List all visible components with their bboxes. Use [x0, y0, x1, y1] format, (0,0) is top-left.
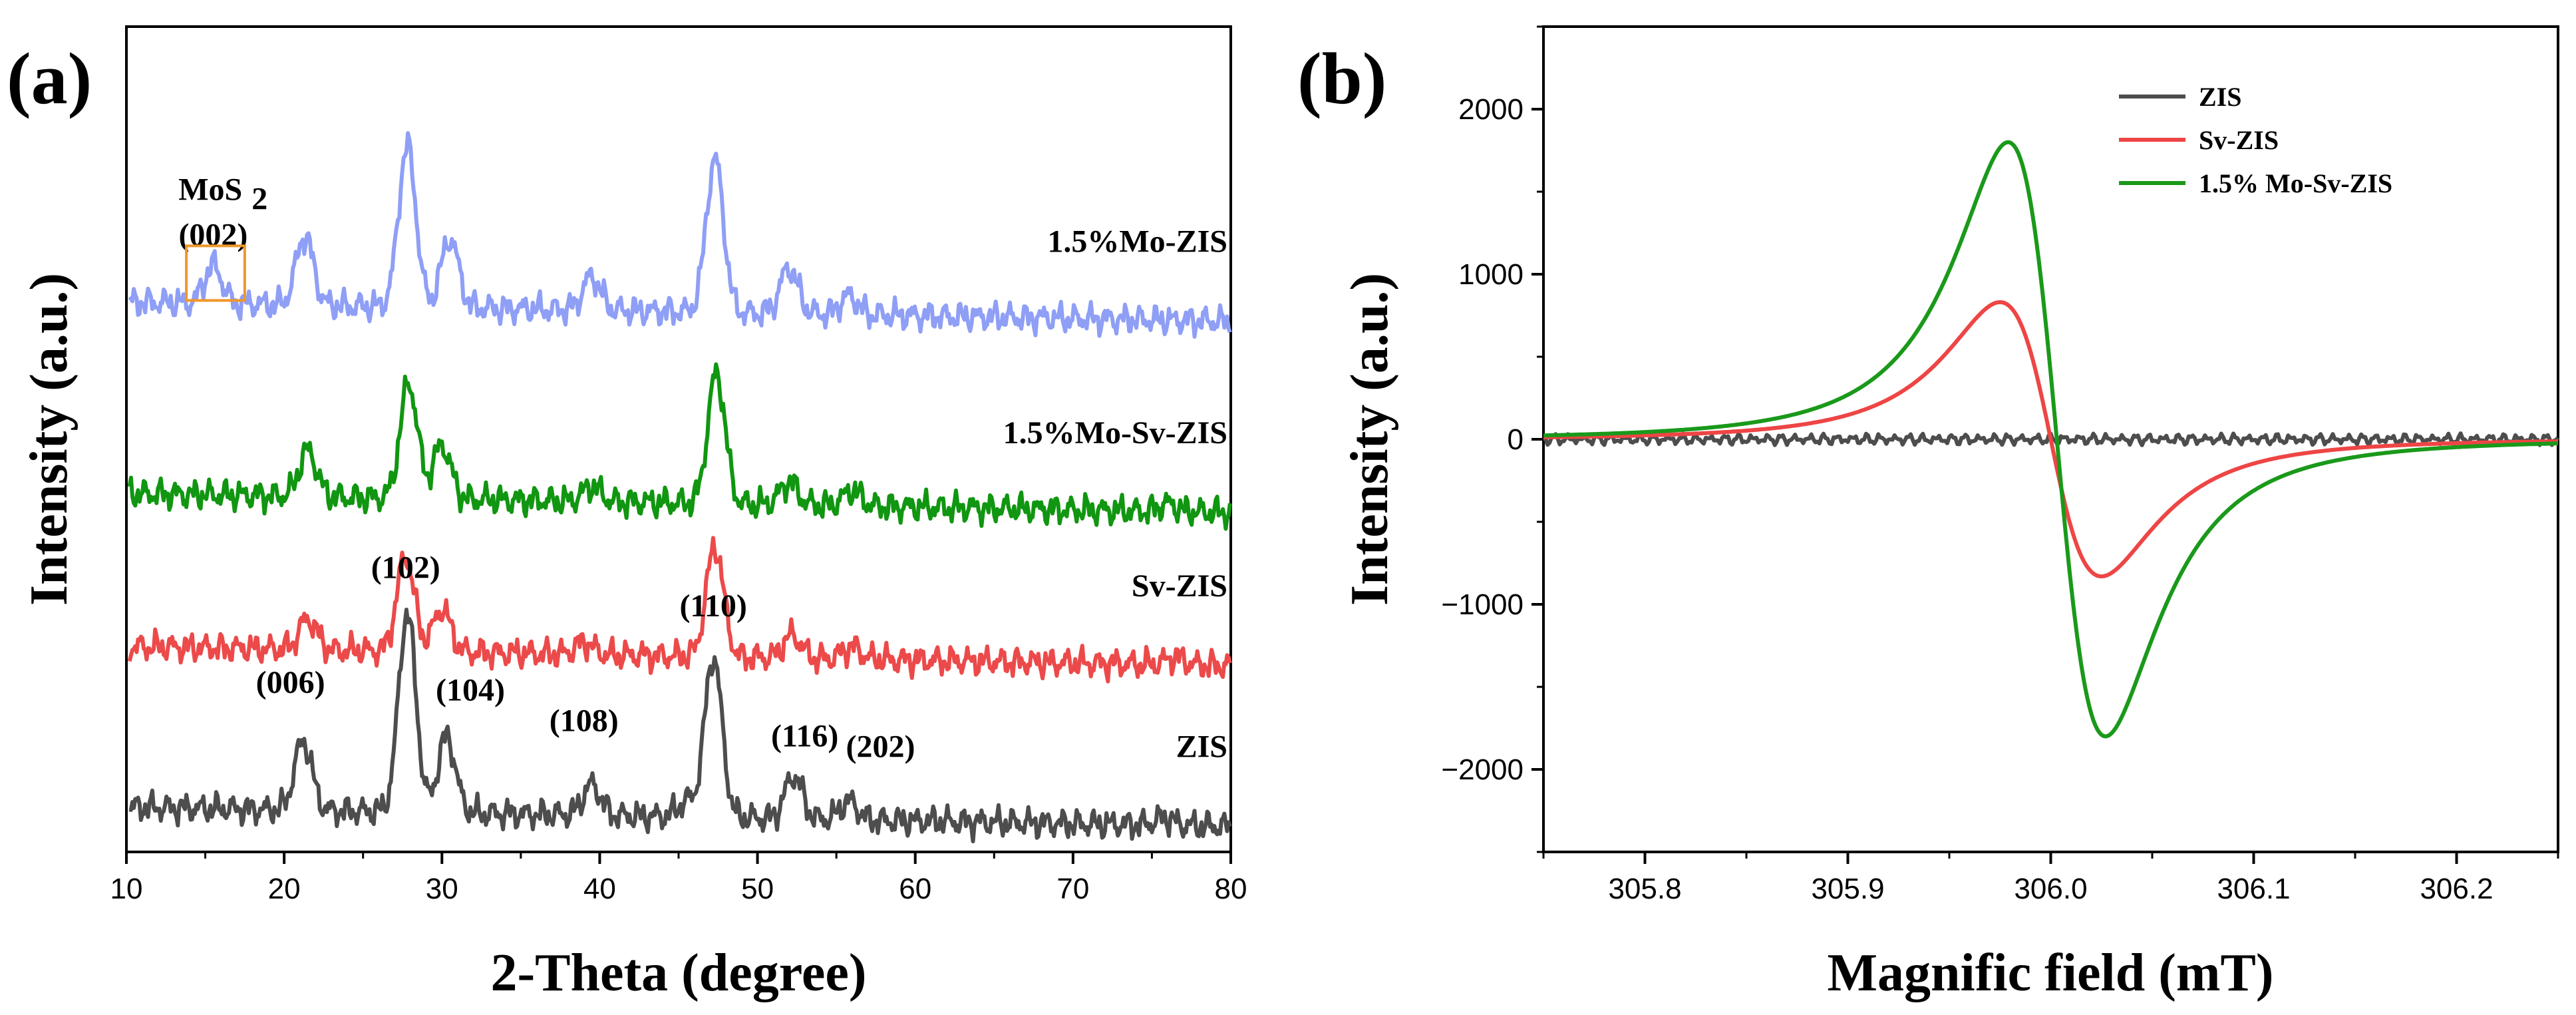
panel-b-x-tick-label: 305.9 [1811, 873, 1884, 905]
panel-b-x-tick-label: 305.8 [1608, 873, 1681, 905]
panel-b-axes: 305.8 305.9 306.0 306.1 306.2 2000 1000 0 −1000 −… [1441, 25, 2559, 905]
mos2-subscript: 2 [251, 181, 267, 216]
panel-b-y-tick-label: 2000 [1458, 93, 1524, 126]
series-line-1-5-mo-sv-zis [1543, 140, 2559, 739]
series-label: ZIS [1176, 729, 1227, 765]
legend-label: 1.5% Mo-Sv-ZIS [2199, 168, 2392, 198]
legend-label: Sv-ZIS [2199, 125, 2279, 155]
panel-b-y-tick-label: 1000 [1458, 258, 1524, 291]
series-line-sv-zis [127, 536, 1232, 684]
panel-a-x-tick-label: 20 [268, 873, 301, 905]
panel-a-x-axis-label: 2-Theta (degree) [491, 944, 867, 1002]
panel-a-y-axis-label: Intensity (a.u.) [20, 273, 79, 606]
panel-a-annotations: (102) (006) (104) (108) (110) (116) (202) MoS 2(… [178, 172, 915, 764]
panel-a-x-tick-label: 30 [426, 873, 458, 905]
panel-b-legend: ZIS Sv-ZIS 1.5% Mo-Sv-ZIS [2119, 82, 2392, 198]
panel-a-x-tick-label: 80 [1215, 873, 1247, 905]
miller-index-label: (006) [256, 665, 325, 700]
mos2-hkl-label: (002) [178, 217, 247, 252]
panel-a-x-tick-label: 70 [1056, 873, 1089, 905]
series-label: 1.5%Mo-ZIS [1047, 224, 1227, 260]
panel-a-x-tick-label: 60 [899, 873, 931, 905]
panel-a-label: (a) [7, 38, 92, 119]
miller-index-label: (110) [680, 588, 747, 624]
series-label: Sv-ZIS [1132, 568, 1227, 604]
series-line-1-5-mo-zis [128, 131, 1232, 339]
series-label: 1.5%Mo-Sv-ZIS [1003, 415, 1227, 451]
panel-a-x-tick-label: 50 [741, 873, 774, 905]
panel-b-y-tick-label: −1000 [1441, 588, 1524, 621]
panel-a-x-tick-label: 40 [583, 873, 616, 905]
panel-a-x-axis: 10 20 30 40 50 60 70 80 [110, 852, 1247, 905]
panel-b-y-axis-label: Intensity (a.u.) [1341, 273, 1399, 606]
panel-a-x-tick-label: 10 [110, 873, 143, 905]
panel-b-x-axis-label: Magnific field (mT) [1828, 944, 2274, 1002]
panel-b-y-tick-label: 0 [1508, 423, 1524, 456]
series-line-1-5-mo-sv-zis [127, 362, 1232, 531]
panel-b-x-tick-label: 306.0 [2014, 873, 2087, 905]
mos2-highlight-box [185, 244, 246, 302]
panel-b-x-tick-label: 306.1 [2217, 873, 2290, 905]
panel-b: (b) 305.8 305.9 306.0 306.1 306.2 2000 1000 0 −1… [1297, 25, 2560, 1002]
miller-index-label: (102) [371, 550, 440, 586]
panel-a-series: 1.5%Mo-ZIS 1.5%Mo-Sv-ZIS Sv-ZIS ZIS [127, 131, 1232, 843]
series-line-zis [128, 608, 1232, 843]
miller-index-label: (104) [436, 673, 505, 708]
miller-index-label: (116) [771, 719, 838, 754]
panel-b-series [1543, 140, 2560, 739]
series-line-sv-zis [1543, 300, 2558, 578]
panel-b-label: (b) [1297, 38, 1386, 119]
panel-b-x-tick-label: 306.2 [2420, 873, 2493, 905]
legend-label: ZIS [2199, 82, 2242, 112]
panel-b-y-tick-label: −2000 [1441, 753, 1524, 786]
mos2-label: MoS [178, 172, 242, 207]
miller-index-label: (108) [550, 704, 619, 739]
miller-index-label: (202) [846, 729, 915, 765]
panel-a: (a) 10 20 30 40 50 60 70 80 1.5%Mo-ZIS 1.5%Mo-Sv… [7, 25, 1247, 1002]
